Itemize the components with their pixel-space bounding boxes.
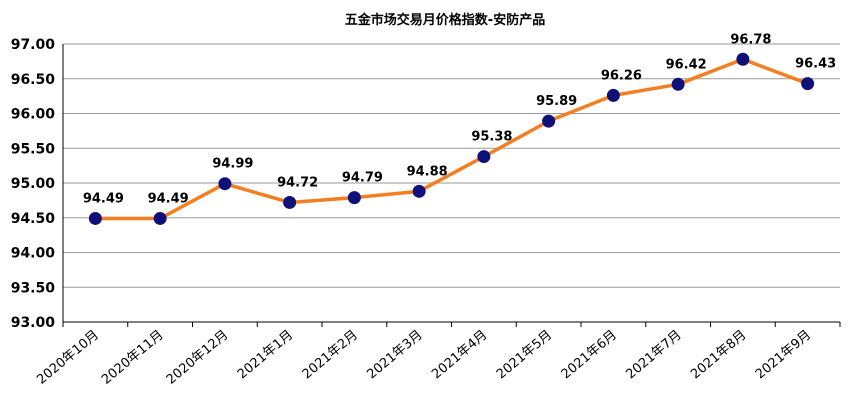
data-point-marker bbox=[542, 114, 556, 128]
data-point-marker bbox=[801, 77, 815, 91]
x-tick-label: 2020年10月 bbox=[34, 328, 102, 388]
x-tick-label: 2021年3月 bbox=[364, 328, 425, 383]
data-point-marker bbox=[671, 77, 685, 91]
series-markers bbox=[88, 52, 815, 225]
x-tick-label: 2021年7月 bbox=[623, 328, 684, 383]
x-tick-label: 2021年8月 bbox=[688, 328, 749, 383]
data-label: 96.43 bbox=[795, 57, 836, 72]
data-label: 94.49 bbox=[83, 191, 124, 206]
x-tick-label: 2020年12月 bbox=[164, 328, 232, 388]
x-tick-label: 2021年6月 bbox=[559, 328, 620, 383]
data-point-marker bbox=[736, 52, 750, 66]
data-point-marker bbox=[283, 195, 297, 209]
y-tick-label: 96.50 bbox=[11, 72, 56, 88]
series-line-path bbox=[95, 57, 809, 221]
data-label: 94.99 bbox=[212, 157, 253, 172]
data-label: 94.88 bbox=[407, 164, 448, 179]
data-label: 94.79 bbox=[342, 171, 383, 186]
y-tick-label: 93.50 bbox=[11, 280, 56, 296]
gridlines bbox=[63, 43, 840, 288]
data-point-marker bbox=[88, 211, 102, 225]
x-tick-label: 2021年2月 bbox=[300, 328, 361, 383]
y-tick-label: 94.50 bbox=[11, 211, 56, 227]
data-point-marker bbox=[153, 211, 167, 225]
data-point-marker bbox=[477, 150, 491, 164]
data-label: 95.89 bbox=[536, 94, 577, 109]
data-labels: 94.49 94.49 94.99 94.72 94.79 94.88 95.38 95.89… bbox=[83, 32, 836, 206]
data-point-marker bbox=[606, 88, 620, 102]
x-tick-label: 2021年5月 bbox=[494, 328, 555, 383]
data-label: 94.72 bbox=[277, 175, 318, 190]
data-label: 96.26 bbox=[601, 68, 642, 83]
y-tick-label: 96.00 bbox=[11, 107, 56, 123]
y-tick-label: 95.50 bbox=[11, 141, 56, 157]
x-tick-label: 2021年4月 bbox=[429, 328, 490, 383]
y-tick-label: 93.00 bbox=[11, 315, 56, 331]
y-tick-label: 94.00 bbox=[11, 246, 56, 262]
y-tick-label: 97.00 bbox=[11, 37, 56, 53]
y-tick-label: 95.00 bbox=[11, 176, 56, 192]
series-line bbox=[95, 57, 809, 221]
data-label: 94.49 bbox=[148, 191, 189, 206]
data-label: 96.78 bbox=[730, 32, 771, 47]
data-point-marker bbox=[412, 184, 426, 198]
y-tick-labels: 93.00 93.50 94.00 94.50 95.00 95.50 96.00 96.50… bbox=[11, 37, 56, 331]
data-point-marker bbox=[347, 191, 361, 205]
x-tick-label: 2021年1月 bbox=[235, 328, 296, 383]
data-point-marker bbox=[218, 177, 232, 191]
x-tick-label: 2020年11月 bbox=[99, 328, 167, 388]
axes bbox=[62, 44, 841, 327]
data-label: 96.42 bbox=[666, 57, 707, 72]
data-label: 95.38 bbox=[471, 130, 512, 145]
chart-title: 五金市场交易月价格指数-安防产品 bbox=[345, 12, 545, 28]
x-tick-label: 2021年9月 bbox=[753, 328, 814, 383]
